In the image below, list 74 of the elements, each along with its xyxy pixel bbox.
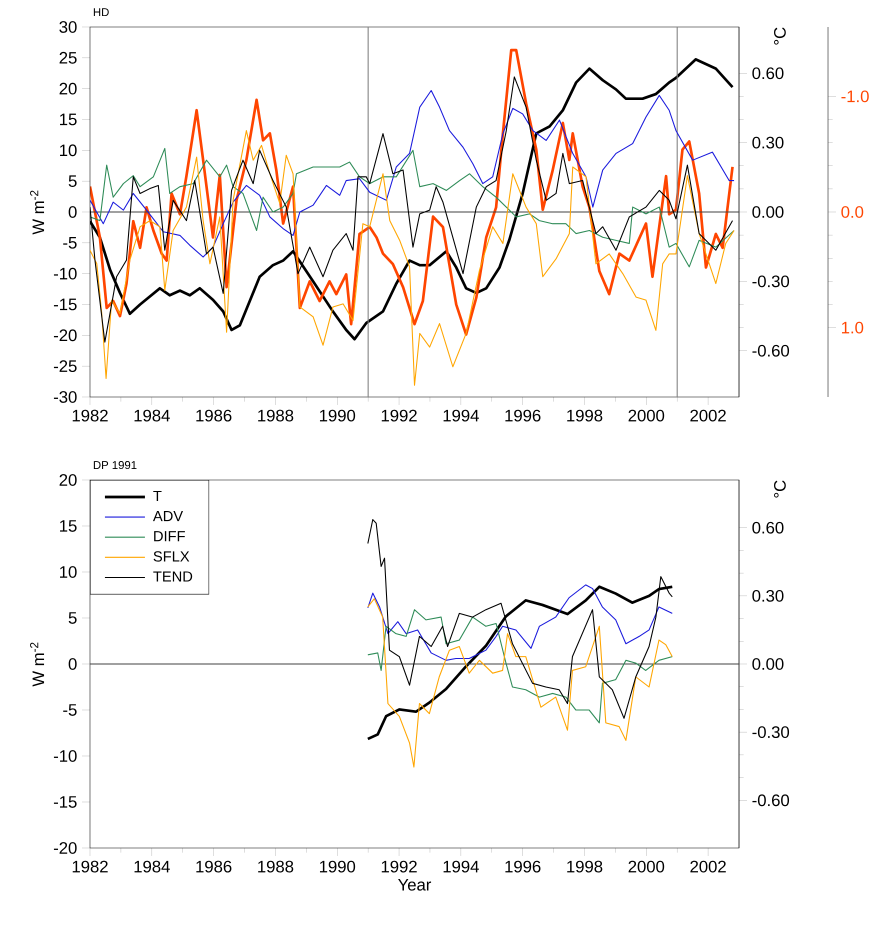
x-tick-label: 1990 (320, 410, 356, 422)
x-tick-label: 1988 (258, 860, 294, 873)
y2-tick-label: 0.60 (752, 522, 784, 534)
y-tick-label: 30 (59, 21, 77, 33)
y-tick-label: -10 (54, 268, 77, 280)
x-tick-label: 1984 (134, 410, 170, 422)
x-tick-label: 1998 (567, 860, 602, 873)
x-tick-label: 1982 (72, 860, 108, 873)
y-tick-label: -30 (54, 391, 77, 403)
y2-tick-label: 0.00 (752, 206, 784, 218)
x-tick-label: 1990 (320, 860, 356, 873)
x-tick-label: 2002 (690, 860, 726, 873)
line-series (90, 130, 735, 386)
x-axis-title: Year (398, 879, 432, 891)
y2-tick-label: -0.60 (752, 794, 790, 806)
y-tick-label: 5 (68, 175, 77, 187)
y-axis-title: W m$^{-2}$ (30, 190, 44, 235)
y-tick-label: 20 (60, 82, 77, 95)
y2-axis-title: °C (774, 28, 786, 45)
y3-tick-label: 0.0 (841, 206, 864, 218)
x-tick-label: 1994 (444, 410, 479, 422)
y-tick-label: -20 (54, 329, 77, 342)
y-tick-label: 20 (60, 474, 77, 486)
legend-label: ADV (152, 511, 184, 522)
x-tick-label: 1988 (258, 410, 294, 422)
y-tick-label: -5 (63, 237, 77, 249)
x-tick-label: 1992 (382, 410, 417, 422)
y-tick-label: -20 (54, 842, 77, 854)
y-tick-label: 15 (60, 114, 77, 126)
y-tick-label: -15 (54, 298, 77, 310)
x-tick-label: 2000 (628, 410, 664, 422)
chart-title: DP 1991 (94, 461, 136, 470)
y-tick-label: 0 (68, 206, 77, 218)
line-series (367, 609, 673, 724)
y2-tick-label: -0.60 (752, 344, 790, 357)
legend-label: SFLX (154, 551, 190, 562)
y3-tick-label: 1.0 (842, 322, 864, 334)
y3-tick-label: -1.0 (841, 90, 869, 102)
y-tick-label: 0 (68, 658, 77, 670)
line-series (90, 90, 735, 258)
x-tick-label: 1984 (134, 860, 170, 873)
y-tick-label: 25 (60, 52, 77, 64)
x-tick-label: 1992 (382, 860, 417, 873)
x-tick-label: 1986 (196, 410, 232, 422)
y2-tick-label: 0.30 (752, 136, 784, 149)
y-tick-label: -10 (54, 750, 77, 762)
x-tick-label: 1996 (505, 860, 540, 873)
chart-title: HD (94, 8, 109, 16)
y-tick-label: 10 (60, 144, 77, 156)
y2-axis-title: °C (774, 480, 786, 498)
y-tick-label: 5 (68, 612, 77, 624)
y2-tick-label: -0.30 (752, 275, 790, 288)
legend-label: DIFF (154, 531, 185, 542)
y2-tick-label: -0.30 (752, 726, 790, 738)
x-tick-label: 2000 (628, 860, 664, 873)
y-axis-title: W m$^{-2}$ (30, 642, 44, 687)
x-tick-label: 1986 (196, 860, 232, 873)
y-tick-label: -15 (54, 796, 77, 808)
x-tick-label: 1982 (72, 410, 108, 422)
legend-label: TEND (153, 571, 192, 582)
y-tick-label: 10 (60, 566, 77, 578)
x-tick-label: 1994 (444, 860, 479, 873)
x-tick-label: 1998 (567, 410, 602, 422)
line-series (367, 584, 673, 661)
x-tick-label: 2002 (690, 410, 726, 422)
legend-label: T (153, 490, 162, 502)
y-tick-label: 15 (60, 520, 77, 532)
y2-tick-label: 0.60 (752, 67, 784, 80)
x-tick-label: 1996 (505, 410, 540, 422)
y2-tick-label: 0.30 (752, 590, 784, 602)
y-tick-label: -5 (63, 704, 77, 716)
line-series (367, 598, 673, 768)
y2-tick-label: 0.00 (752, 658, 784, 670)
y-tick-label: -25 (54, 360, 77, 372)
